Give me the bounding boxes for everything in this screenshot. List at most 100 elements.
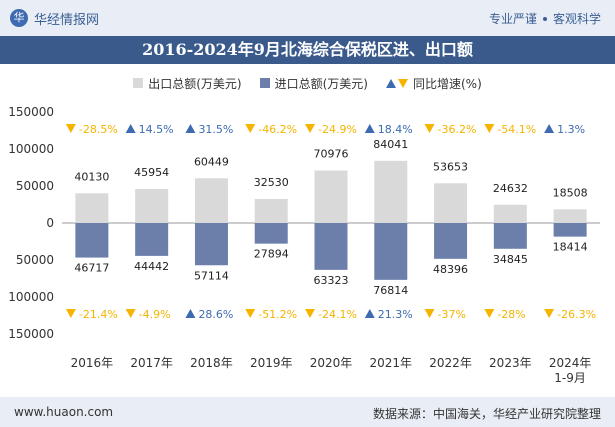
export-bar — [75, 193, 109, 223]
import-value-label: 76814 — [373, 284, 408, 297]
import-bar — [75, 223, 109, 258]
import-growth-down-icon — [544, 309, 555, 318]
import-growth-label: 21.3% — [378, 308, 413, 321]
export-value-label: 70976 — [314, 147, 349, 160]
legend-import-label: 进口总额(万美元) — [274, 76, 368, 91]
import-growth-down-icon — [484, 309, 495, 318]
export-growth-label: -24.9% — [318, 123, 357, 136]
import-value-label: 44442 — [134, 260, 169, 273]
y-tick-label: 100000 — [8, 290, 54, 304]
import-growth-label: -21.4% — [79, 308, 118, 321]
export-growth-label: 1.3% — [557, 123, 585, 136]
export-growth-up-icon — [544, 124, 555, 133]
x-category-label: 2019年 — [250, 356, 293, 370]
export-bar — [314, 170, 348, 223]
import-value-label: 57114 — [194, 269, 229, 282]
import-bar — [254, 223, 288, 244]
export-growth-down-icon — [424, 124, 435, 133]
export-value-label: 32530 — [254, 176, 289, 189]
x-category-label: 2020年 — [310, 356, 353, 370]
export-swatch-icon — [133, 78, 144, 88]
import-swatch-icon — [259, 78, 270, 88]
brand: 华 华经情报网 — [10, 8, 99, 28]
export-growth-label: 31.5% — [198, 123, 233, 136]
x-category-label: 2017年 — [130, 356, 173, 370]
import-bar — [434, 223, 468, 259]
import-bar — [194, 223, 228, 266]
top-banner: 华 华经情报网 专业严谨 客观科学 — [0, 0, 615, 36]
export-value-label: 18508 — [553, 186, 588, 199]
import-growth-label: -26.3% — [557, 308, 596, 321]
import-growth-label: -24.1% — [318, 308, 357, 321]
import-growth-label: -51.2% — [258, 308, 297, 321]
y-tick-label: 50000 — [16, 253, 54, 267]
import-growth-down-icon — [65, 309, 76, 318]
footer: www.huaon.com 数据来源：中国海关，华经产业研究院整理 — [0, 397, 615, 427]
slogan-left: 专业严谨 — [488, 12, 537, 26]
import-bar — [135, 223, 169, 256]
slogan-right: 客观科学 — [552, 12, 601, 26]
export-growth-down-icon — [305, 124, 315, 133]
legend-import: 进口总额(万美元) — [259, 75, 368, 92]
export-growth-label: -46.2% — [258, 123, 297, 136]
export-growth-label: -36.2% — [438, 123, 477, 136]
chart-title: 2016-2024年9月北海综合保税区进、出口额 — [142, 40, 473, 59]
export-growth-label: 18.4% — [378, 123, 413, 136]
import-growth-label: -4.9% — [139, 308, 171, 321]
export-growth-label: -54.1% — [497, 123, 536, 136]
export-bar — [135, 188, 169, 223]
y-tick-label: 150000 — [8, 105, 54, 119]
export-growth-up-icon — [185, 124, 196, 133]
import-growth-label: 28.6% — [198, 308, 233, 321]
x-category-label: 2022年 — [429, 356, 472, 370]
import-growth-label: -37% — [438, 308, 466, 321]
export-growth-label: 14.5% — [139, 123, 174, 136]
import-value-label: 18414 — [553, 241, 588, 254]
import-value-label: 34845 — [493, 253, 528, 266]
export-value-label: 60449 — [194, 155, 229, 168]
export-growth-up-icon — [364, 124, 375, 133]
dot-icon — [542, 16, 547, 21]
import-growth-label: -28% — [497, 308, 525, 321]
slogan: 专业严谨 客观科学 — [489, 10, 601, 27]
export-bar — [254, 198, 288, 223]
import-bar — [374, 223, 408, 280]
legend-growth-label: 同比增速(%) — [412, 76, 482, 91]
brand-name: 华经情报网 — [34, 12, 100, 28]
legend: 出口总额(万美元) 进口总额(万美元) 同比增速(%) — [0, 72, 615, 94]
export-bar — [434, 183, 468, 223]
y-tick-label: 100000 — [8, 142, 54, 156]
import-growth-down-icon — [245, 309, 256, 318]
legend-export: 出口总额(万美元) — [133, 75, 242, 92]
export-growth-down-icon — [484, 124, 495, 133]
import-bar — [553, 223, 587, 237]
legend-growth: 同比增速(%) — [385, 75, 482, 92]
import-bar — [314, 223, 348, 270]
x-category-label: 2016年 — [71, 356, 114, 370]
export-bar — [194, 178, 228, 223]
y-tick-label: 150000 — [8, 327, 54, 341]
export-value-label: 24632 — [493, 182, 528, 195]
export-growth-label: -28.5% — [79, 123, 118, 136]
export-growth-up-icon — [125, 124, 136, 133]
y-tick-label: 0 — [46, 216, 54, 230]
export-growth-down-icon — [245, 124, 256, 133]
import-growth-up-icon — [364, 309, 375, 318]
import-growth-down-icon — [305, 309, 315, 318]
import-value-label: 63323 — [314, 274, 349, 287]
title-bar: 2016-2024年9月北海综合保税区进、出口额 — [0, 36, 615, 64]
x-category-label: 2023年 — [489, 356, 532, 370]
import-growth-up-icon — [185, 309, 196, 318]
import-growth-down-icon — [125, 309, 136, 318]
import-bar — [493, 223, 527, 249]
x-category-label: 2024年 — [549, 356, 592, 370]
export-value-label: 84041 — [373, 138, 408, 151]
y-tick-label: 50000 — [16, 179, 54, 193]
import-growth-down-icon — [424, 309, 435, 318]
export-value-label: 40130 — [74, 170, 109, 183]
growth-triangles-icon — [385, 79, 408, 88]
website: www.huaon.com — [14, 405, 114, 419]
x-category-label: 2021年 — [370, 356, 413, 370]
import-value-label: 27894 — [254, 248, 289, 261]
